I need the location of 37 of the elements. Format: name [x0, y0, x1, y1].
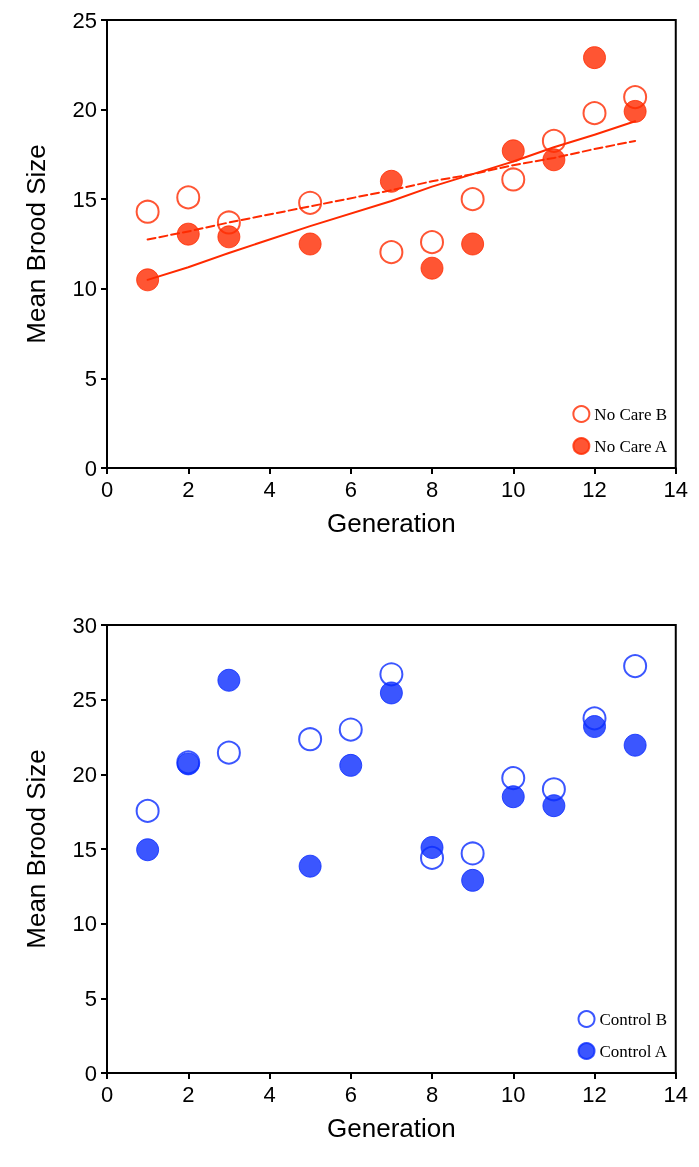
legend-label: No Care A [594, 436, 668, 456]
x-axis-title: Generation [327, 1113, 456, 1143]
y-tick-label: 10 [72, 911, 97, 937]
x-tick-label: 4 [263, 476, 276, 502]
x-tick-label: 6 [344, 1081, 357, 1107]
x-tick-label: 0 [100, 476, 114, 502]
x-tick-label: 14 [663, 1081, 689, 1107]
y-tick-label: 0 [84, 455, 97, 481]
x-tick-label: 12 [582, 1081, 607, 1107]
x-tick-label: 4 [263, 1081, 276, 1107]
y-tick-label: 30 [72, 612, 97, 638]
y-tick-label: 0 [84, 1060, 97, 1086]
x-tick-label: 14 [663, 476, 689, 502]
y-tick-label: 20 [72, 761, 97, 787]
y-axis-title: Mean Brood Size [21, 749, 51, 949]
y-tick-label: 5 [84, 365, 97, 391]
y-tick-label: 25 [72, 687, 97, 713]
y-axis-title: Mean Brood Size [21, 144, 51, 344]
legend-label: No Care B [594, 404, 668, 424]
y-tick-label: 20 [72, 97, 97, 123]
y-tick-label: 25 [72, 7, 97, 33]
x-tick-label: 6 [344, 476, 357, 502]
x-tick-label: 8 [425, 476, 439, 502]
x-tick-label: 2 [182, 1081, 195, 1107]
x-axis-title: Generation [327, 508, 456, 538]
y-tick-label: 10 [72, 276, 97, 302]
x-tick-label: 10 [501, 476, 526, 502]
legend-label: Control A [599, 1041, 668, 1061]
x-tick-label: 0 [100, 1081, 114, 1107]
y-tick-label: 15 [72, 836, 97, 862]
y-tick-label: 15 [72, 186, 97, 212]
legend-label: Control B [599, 1009, 668, 1029]
x-tick-label: 12 [582, 476, 607, 502]
x-tick-label: 2 [182, 476, 195, 502]
x-tick-label: 8 [425, 1081, 439, 1107]
y-tick-label: 5 [84, 985, 97, 1011]
x-tick-label: 10 [501, 1081, 526, 1107]
